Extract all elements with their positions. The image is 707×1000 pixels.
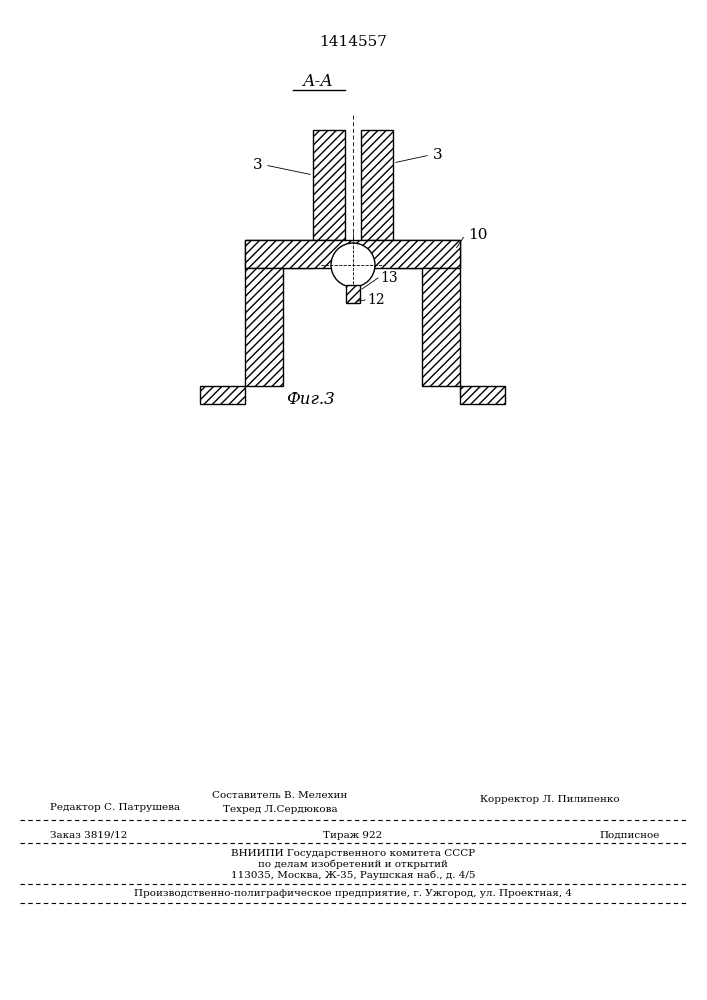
Text: Фиг.3: Фиг.3	[286, 391, 334, 408]
Bar	[422, 268, 460, 386]
Bar	[245, 240, 460, 268]
Text: 10: 10	[468, 228, 488, 242]
Text: 13: 13	[380, 271, 397, 285]
Text: А-А: А-А	[303, 74, 334, 91]
Bar	[245, 240, 313, 268]
Text: Составитель В. Мелехин: Составитель В. Мелехин	[212, 790, 348, 800]
Text: по делам изобретений и открытий: по делам изобретений и открытий	[258, 859, 448, 869]
Text: Корректор Л. Пилипенко: Корректор Л. Пилипенко	[480, 796, 620, 804]
Text: 1414557: 1414557	[319, 35, 387, 49]
Bar	[245, 268, 283, 386]
Text: Тираж 922: Тираж 922	[323, 830, 382, 840]
Bar	[200, 386, 245, 404]
Text: Подписное: Подписное	[600, 830, 660, 840]
Text: 113035, Москва, Ж-35, Раушская наб., д. 4/5: 113035, Москва, Ж-35, Раушская наб., д. …	[230, 870, 475, 880]
Bar	[361, 130, 393, 240]
Text: 3: 3	[433, 148, 443, 162]
Bar	[313, 130, 345, 240]
Bar	[460, 386, 505, 404]
Text: Техред Л.Сердюкова: Техред Л.Сердюкова	[223, 806, 337, 814]
Circle shape	[331, 243, 375, 287]
Text: Редактор С. Патрушева: Редактор С. Патрушева	[50, 804, 180, 812]
Text: 12: 12	[367, 293, 385, 307]
Text: ВНИИПИ Государственного комитета СССР: ВНИИПИ Государственного комитета СССР	[231, 848, 475, 857]
Text: Производственно-полиграфическое предприятие, г. Ужгород, ул. Проектная, 4: Производственно-полиграфическое предприя…	[134, 888, 572, 898]
Bar	[346, 285, 360, 303]
Text: 3: 3	[252, 158, 262, 172]
Bar	[393, 240, 460, 268]
Text: Заказ 3819/12: Заказ 3819/12	[50, 830, 127, 840]
